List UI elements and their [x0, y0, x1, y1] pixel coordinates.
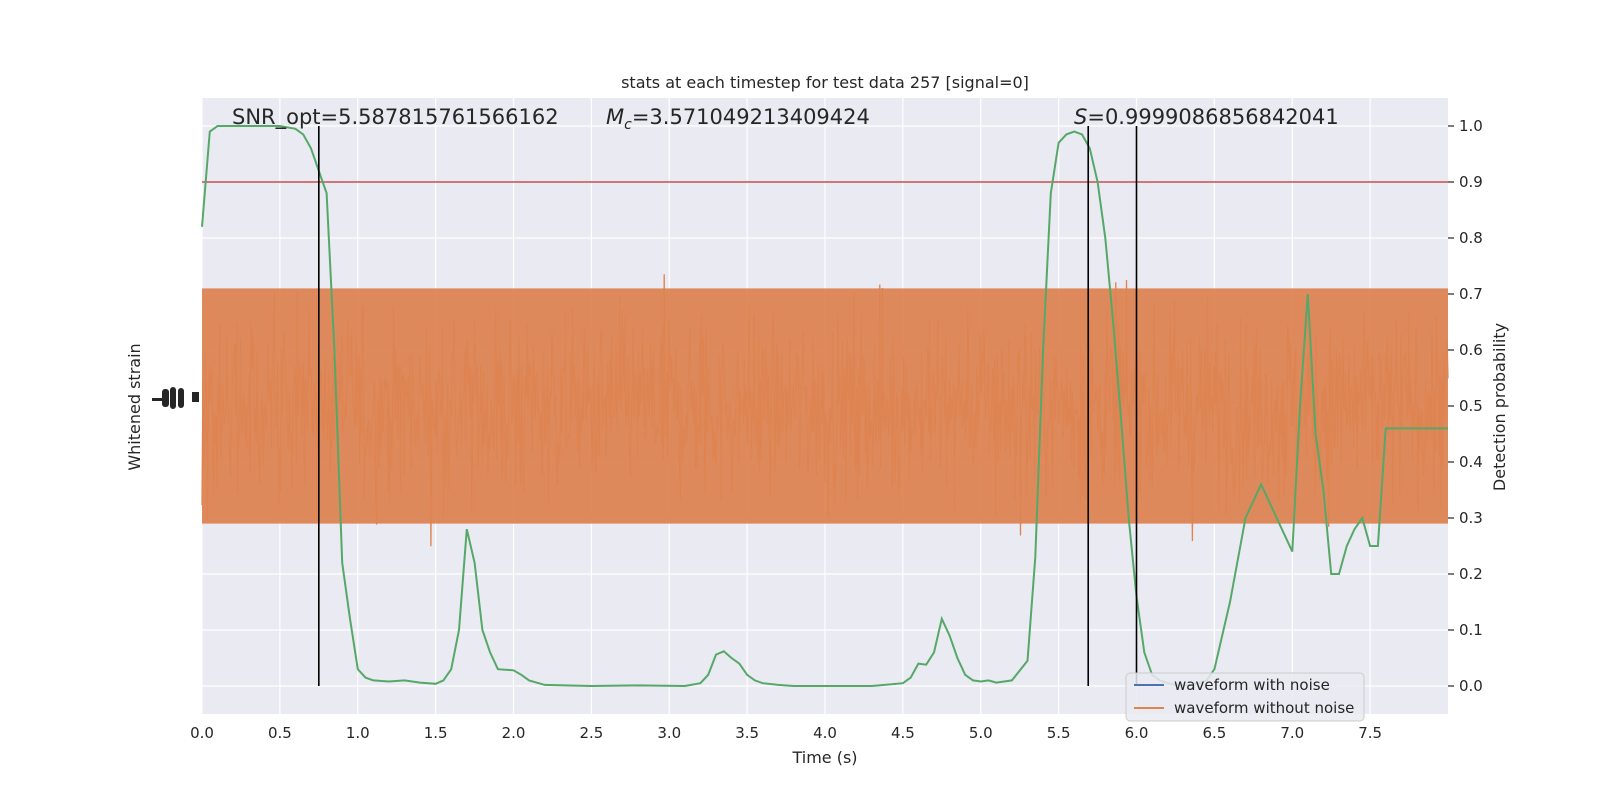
detection-probability-group: [201, 125, 1448, 688]
y-tick-label: 0.0: [1459, 677, 1483, 695]
left-axis-overlapped-ticks: [152, 387, 199, 409]
legend: waveform with noise waveform without noi…: [1125, 672, 1365, 722]
y-tick-label: 0.9: [1459, 173, 1483, 191]
x-tick-label: 0.5: [268, 724, 292, 742]
x-tick-label: 5.5: [1047, 724, 1071, 742]
y-tick-label: 0.1: [1459, 621, 1483, 639]
y-tick-label: 0.2: [1459, 565, 1483, 583]
x-tick-label: 2.0: [502, 724, 526, 742]
chirp-mass-subscript: c: [624, 117, 632, 133]
y-tick-label: 0.7: [1459, 285, 1483, 303]
x-tick-label: 2.5: [579, 724, 603, 742]
y-tick-label: 0.4: [1459, 453, 1483, 471]
waveform-core-band: [202, 288, 1448, 524]
y-tick-label: 0.5: [1459, 397, 1483, 415]
y-tick-label: 0.8: [1459, 229, 1483, 247]
y-right-axis-label: Detection probability: [1490, 323, 1509, 491]
x-tick-label: 3.0: [657, 724, 681, 742]
y-right-axis-ticks: 0.0 0.1 0.2 0.3 0.4 0.5 0.6 0.7 0.8 0.9 1.0: [1448, 117, 1483, 695]
y-tick-label: 0.3: [1459, 509, 1483, 527]
legend-label-without-noise: waveform without noise: [1174, 699, 1354, 717]
x-tick-label: 0.0: [190, 724, 214, 742]
x-tick-label: 6.0: [1125, 724, 1149, 742]
x-axis-label: Time (s): [791, 748, 857, 767]
x-tick-label: 7.0: [1280, 724, 1304, 742]
y-left-axis-label: Whitened strain: [125, 343, 144, 470]
snr-annotation: SNR_opt=5.587815761566162: [232, 105, 559, 130]
x-tick-label: 4.0: [813, 724, 837, 742]
x-tick-label: 1.5: [424, 724, 448, 742]
s-annotation: S=0.9999086856842041: [1074, 105, 1339, 129]
x-axis-ticks: 0.0 0.5 1.0 1.5 2.0 2.5 3.0 3.5 4.0 4.5 5.0 5.5 6.0 6…: [190, 724, 1382, 742]
x-tick-label: 5.0: [969, 724, 993, 742]
s-value: =0.9999086856842041: [1087, 105, 1338, 129]
chirp-mass-annotation: Mc=3.571049213409424: [606, 105, 870, 133]
vertical-marker-lines: [318, 126, 1138, 686]
x-tick-label: 6.5: [1202, 724, 1226, 742]
detection-probability-line: [201, 125, 1448, 688]
chirp-mass-value: =3.571049213409424: [632, 105, 870, 129]
y-tick-label: 1.0: [1459, 117, 1483, 135]
x-tick-label: 7.5: [1358, 724, 1382, 742]
chart-title: stats at each timestep for test data 257…: [621, 73, 1029, 92]
chirp-mass-symbol: M: [606, 105, 624, 129]
y-tick-label: 0.6: [1459, 341, 1483, 359]
x-tick-label: 4.5: [891, 724, 915, 742]
s-symbol: S: [1074, 105, 1087, 129]
waveform-without-noise-trace: [201, 274, 1449, 547]
legend-label-with-noise: waveform with noise: [1174, 676, 1330, 694]
x-tick-label: 3.5: [735, 724, 759, 742]
x-tick-label: 1.0: [346, 724, 370, 742]
